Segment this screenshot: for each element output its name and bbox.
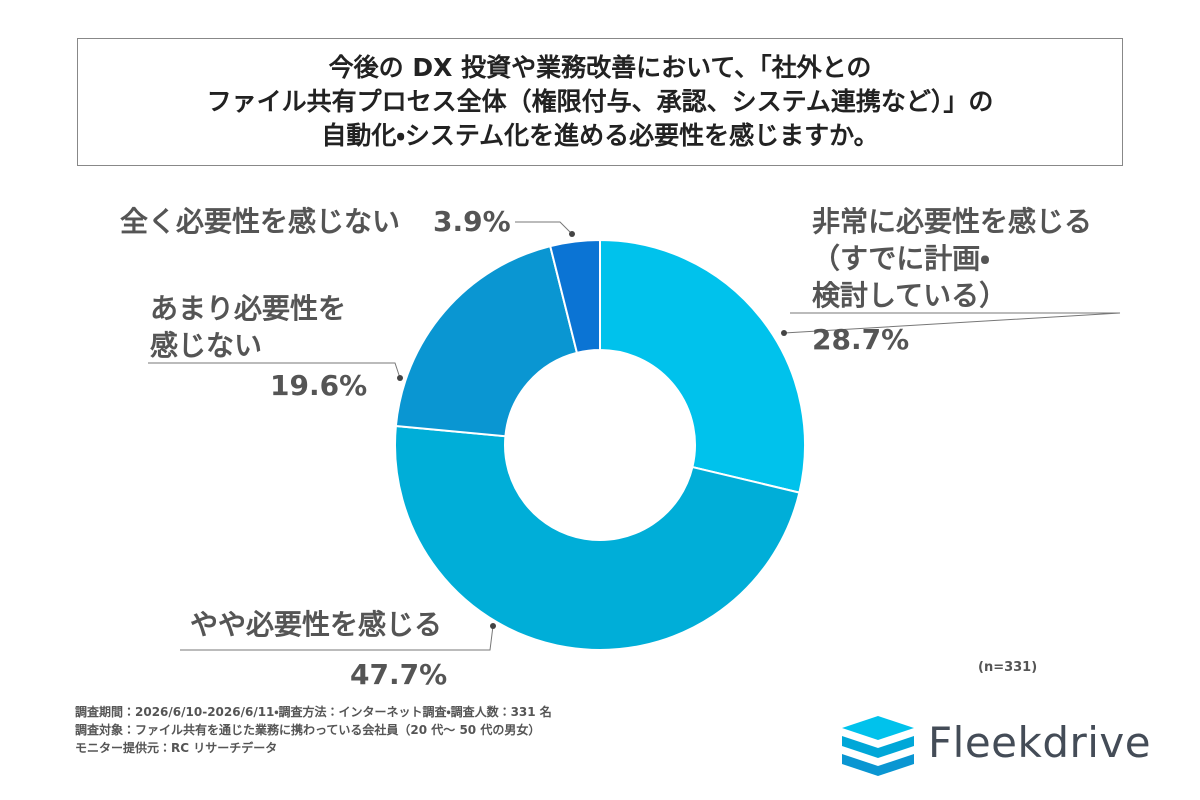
category-label: 全く必要性を感じない <box>120 205 401 238</box>
category-label: あまり必要性を 感じない <box>150 292 347 362</box>
footnotes: 調査期間：2026/6/10-2026/6/11・調査方法：インターネット調査・… <box>75 703 552 757</box>
logo-icon <box>842 716 914 776</box>
leader-dot <box>397 375 403 381</box>
footnote-line: モニター提供元：RC リサーチデータ <box>75 741 278 755</box>
chart-title: 今後の DX 投資や業務改善において、「社外との ファイル共有プロセス全体（権限… <box>77 38 1123 166</box>
leader-line <box>148 362 401 379</box>
value-label: 3.9% <box>433 205 511 238</box>
donut-slice <box>394 424 801 651</box>
brand: Fleekdrive <box>928 718 1152 767</box>
donut-slice <box>394 244 579 438</box>
value-label: 28.7% <box>812 323 910 356</box>
leader-line <box>180 625 494 651</box>
donut-slice <box>599 238 806 494</box>
category-label: 非常に必要性を感じる （すでに計画・ 検討している） <box>812 205 1093 312</box>
leader-dot <box>490 623 496 629</box>
donut-slice <box>549 238 601 355</box>
leader-dot <box>781 330 787 336</box>
leader-line <box>515 221 573 235</box>
leader-line <box>783 312 1121 334</box>
category-label: やや必要性を感じる <box>190 608 443 641</box>
footnote-line: 調査対象：ファイル共有を通じた業務に携わっている会社員（20 代～ 50 代の男… <box>75 723 541 737</box>
value-label: 19.6% <box>270 369 368 402</box>
leader-dot <box>569 231 575 237</box>
value-label: 47.7% <box>350 658 448 691</box>
footnote-line: 調査期間：2026/6/10-2026/6/11・調査方法：インターネット調査・… <box>75 705 552 719</box>
sample-size: (n=331) <box>978 660 1038 675</box>
